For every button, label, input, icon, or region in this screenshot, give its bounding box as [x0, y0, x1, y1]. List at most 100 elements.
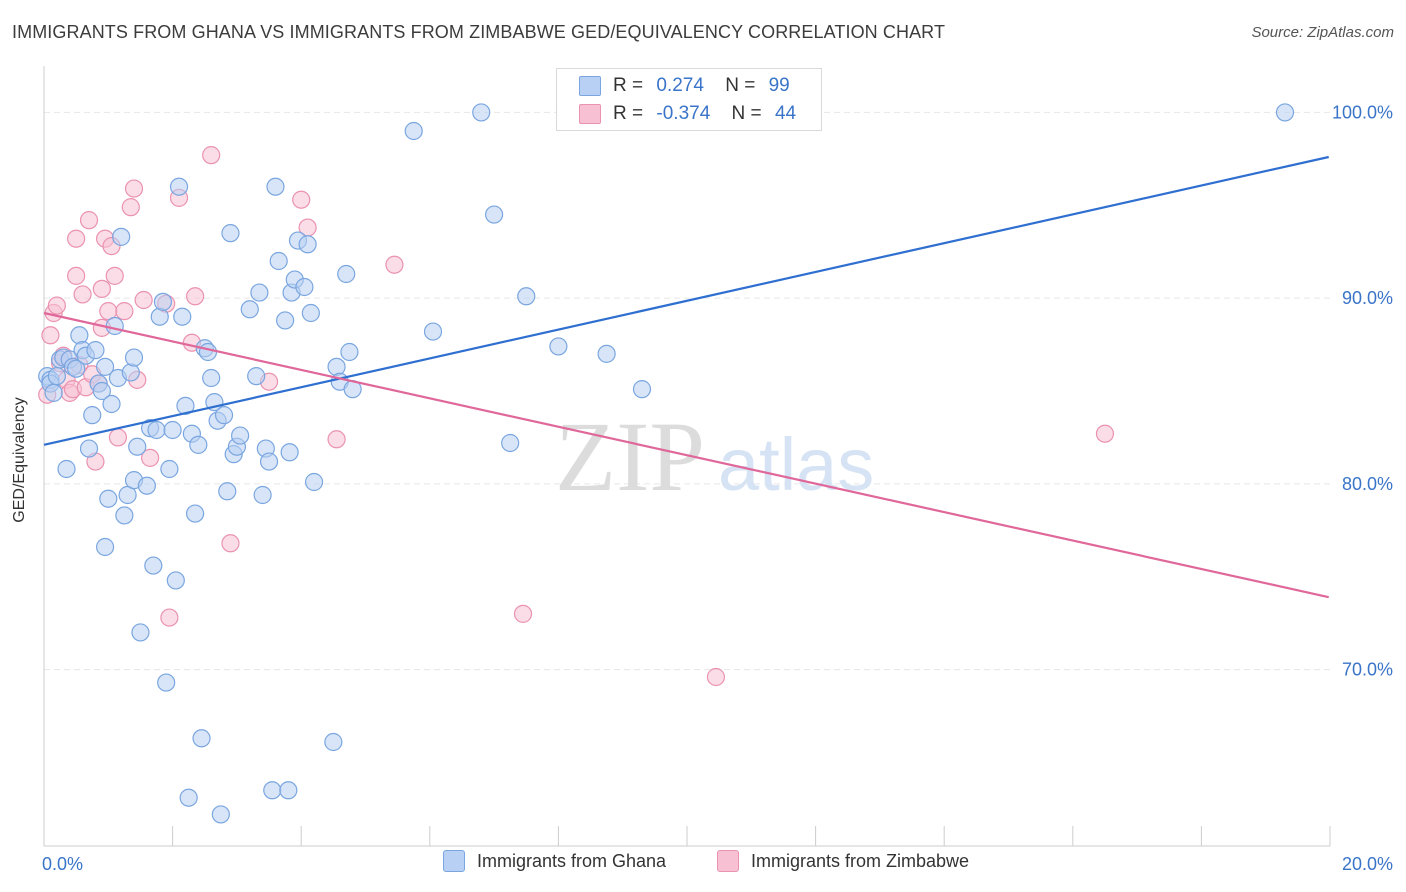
- bottom-legend-zimbabwe: Immigrants from Zimbabwe: [717, 850, 969, 872]
- bottom-ghana-swatch: [443, 850, 465, 872]
- ghana-point: [112, 227, 131, 246]
- ghana-point: [169, 177, 189, 196]
- ghana-point: [263, 781, 282, 800]
- ghana-point: [166, 571, 185, 590]
- watermark-atlas: atlas: [718, 423, 874, 506]
- zimbabwe-point: [79, 211, 99, 230]
- ghana-point: [157, 673, 176, 692]
- ghana-point: [280, 443, 299, 462]
- ghana-point: [304, 472, 324, 492]
- ghana-point: [137, 476, 156, 495]
- zimbabwe-n-label: N =: [731, 103, 762, 124]
- ghana-point: [231, 426, 250, 445]
- ghana-point: [211, 805, 230, 824]
- ghana-r-label: R =: [613, 75, 644, 96]
- zimbabwe-point: [706, 667, 726, 687]
- ghana-point: [253, 485, 272, 505]
- zimbabwe-point: [513, 604, 533, 623]
- ghana-point: [121, 363, 140, 382]
- ghana-point: [176, 396, 195, 415]
- ghana-point: [632, 380, 652, 399]
- zimbabwe-point: [202, 146, 221, 165]
- ghana-point: [301, 303, 320, 323]
- ghana-point: [218, 482, 237, 501]
- ghana-point: [83, 406, 102, 425]
- zimbabwe-point: [105, 266, 124, 285]
- ghana-point: [163, 420, 182, 440]
- x-tick-label: 20.0%: [1342, 854, 1393, 874]
- ghana-point: [214, 406, 234, 425]
- y-tick-label: 70.0%: [1342, 660, 1393, 680]
- ghana-point: [144, 556, 163, 575]
- zimbabwe-point: [67, 229, 86, 248]
- zimbabwe-point: [41, 326, 60, 345]
- ghana-point: [153, 292, 173, 311]
- ghana-point: [259, 452, 279, 471]
- ghana-point: [266, 177, 285, 196]
- zimbabwe-point: [108, 428, 128, 447]
- ghana-point: [67, 359, 86, 378]
- ghana-point: [95, 537, 115, 557]
- source-credit: Source: ZipAtlas.com: [1251, 24, 1394, 41]
- ghana-point: [279, 781, 298, 800]
- ghana-point: [1275, 103, 1295, 122]
- chart-title: IMMIGRANTS FROM GHANA VS IMMIGRANTS FROM…: [12, 22, 946, 42]
- legend-zimbabwe-text: R = -0.374 N = 44: [613, 103, 796, 125]
- ghana-point: [324, 732, 343, 752]
- zimbabwe-point: [92, 279, 111, 298]
- ghana-point: [202, 368, 221, 388]
- bottom-zimbabwe-swatch: [717, 850, 739, 872]
- ghana-point: [340, 342, 359, 362]
- correlation-legend: R = 0.274 N = 99 R = -0.374 N = 44: [556, 68, 822, 131]
- legend-row-ghana: R = 0.274 N = 99: [579, 74, 790, 98]
- zimbabwe-point: [327, 430, 346, 449]
- ghana-point: [147, 420, 166, 440]
- ghana-point: [240, 300, 259, 319]
- x-tick-labels: 0.0% 20.0%: [42, 854, 1393, 874]
- ghana-point: [276, 311, 295, 330]
- ghana-point: [131, 623, 150, 642]
- ghana-point: [198, 342, 218, 362]
- ghana-point: [485, 205, 504, 224]
- watermark-zip: ZIP: [555, 401, 705, 512]
- zimbabwe-point: [47, 296, 66, 315]
- gridlines: [44, 111, 1330, 671]
- zimbabwe-point: [292, 190, 311, 209]
- ghana-point: [57, 459, 76, 479]
- ghana-point: [597, 344, 616, 363]
- ghana-point: [70, 326, 89, 345]
- ghana-trend-line: [43, 155, 1329, 446]
- zimbabwe-point: [134, 290, 153, 310]
- ghana-r-value: 0.274: [656, 75, 704, 96]
- legend-ghana-text: R = 0.274 N = 99: [613, 75, 790, 97]
- ghana-point: [298, 235, 317, 254]
- ghana-point: [92, 381, 111, 401]
- zimbabwe-point: [121, 198, 140, 217]
- zimbabwe-point: [1095, 424, 1115, 443]
- ghana-point: [115, 506, 134, 525]
- ghana-point: [160, 459, 179, 479]
- ghana-point: [472, 103, 491, 122]
- bottom-zimbabwe-label: Immigrants from Zimbabwe: [751, 850, 970, 871]
- ghana-point: [517, 287, 536, 306]
- ghana-point: [221, 224, 240, 243]
- zimbabwe-swatch: [579, 104, 601, 124]
- ghana-point: [124, 348, 144, 367]
- ghana-n-value: 99: [768, 75, 790, 96]
- ghana-point: [549, 337, 568, 356]
- ghana-n-label: N =: [725, 75, 756, 96]
- y-tick-label: 100.0%: [1332, 102, 1393, 122]
- y-tick-label: 80.0%: [1342, 474, 1393, 494]
- zimbabwe-point: [385, 255, 404, 274]
- x-tick-label: 0.0%: [42, 854, 83, 874]
- ghana-point: [99, 489, 118, 508]
- zimbabwe-point: [140, 448, 160, 467]
- ghana-point: [102, 394, 121, 414]
- ghana-point: [179, 788, 198, 807]
- ghana-points: [38, 103, 1295, 824]
- legend-row-zimbabwe: R = -0.374 N = 44: [579, 102, 796, 126]
- ghana-point: [150, 307, 169, 326]
- ghana-swatch: [579, 76, 601, 96]
- zimbabwe-r-label: R =: [613, 103, 644, 124]
- ghana-point: [423, 322, 443, 341]
